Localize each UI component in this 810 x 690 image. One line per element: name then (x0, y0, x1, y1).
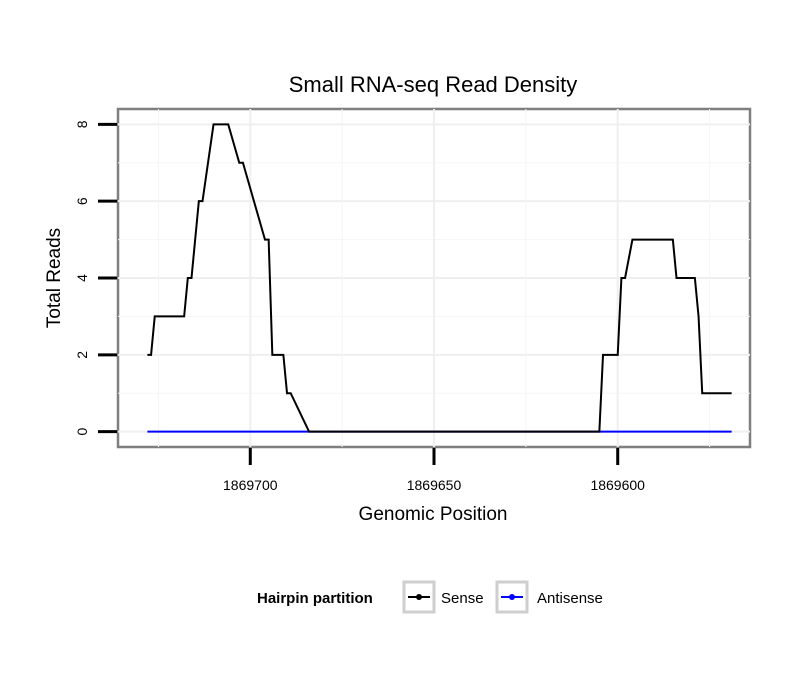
legend: Hairpin partition Sense Antisense (257, 580, 603, 614)
legend-title: Hairpin partition (257, 590, 373, 607)
legend-point-sense (416, 594, 422, 600)
y-tick-label: 0 (74, 428, 90, 436)
legend-point-antisense (509, 594, 515, 600)
chart-title: Small RNA-seq Read Density (289, 72, 578, 97)
y-axis: 0 2 4 6 8 (74, 120, 117, 436)
y-axis-title: Total Reads (44, 228, 65, 328)
x-tick-label: 1869700 (223, 477, 278, 493)
series-lines (147, 123, 732, 433)
x-axis-title: Genomic Position (359, 504, 508, 525)
y-tick-label: 6 (74, 197, 90, 205)
plot-panel (116, 107, 752, 449)
y-tick-label: 4 (74, 274, 90, 282)
x-axis: 1869700 1869650 1869600 (223, 448, 645, 493)
series-line-sense (147, 123, 732, 433)
x-tick-label: 1869650 (407, 477, 462, 493)
legend-label-antisense: Antisense (537, 590, 603, 607)
y-tick-label: 8 (74, 120, 90, 128)
x-tick-label: 1869600 (590, 477, 645, 493)
y-tick-label: 2 (74, 351, 90, 359)
legend-label-sense: Sense (441, 590, 484, 607)
